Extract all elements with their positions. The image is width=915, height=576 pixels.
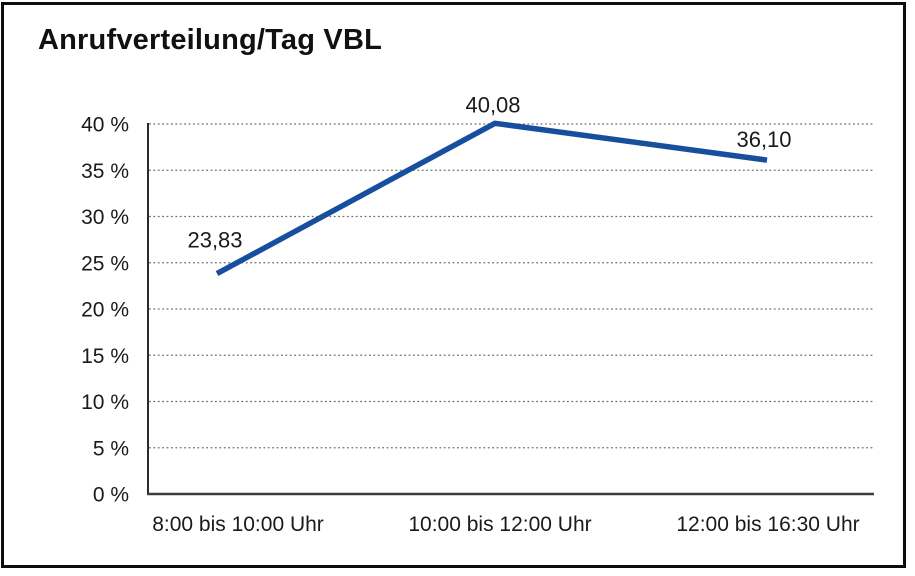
y-tick-label: 25 % bbox=[81, 252, 129, 275]
x-category-label: 10:00 bis 12:00 Uhr bbox=[408, 513, 591, 536]
y-tick-label: 30 % bbox=[81, 206, 129, 229]
chart-title: Anrufverteilung/Tag VBL bbox=[38, 24, 383, 56]
y-tick-label: 10 % bbox=[81, 391, 129, 414]
data-point-label: 36,10 bbox=[736, 127, 791, 152]
data-series-line bbox=[215, 120, 768, 277]
x-category-label: 12:00 bis 16:30 Uhr bbox=[676, 513, 859, 536]
y-tick-label: 20 % bbox=[81, 299, 129, 322]
y-tick-label: 5 % bbox=[93, 437, 129, 460]
y-tick-label: 40 % bbox=[81, 114, 129, 137]
data-point-label: 23,83 bbox=[187, 228, 242, 253]
y-tick-label: 0 % bbox=[93, 484, 129, 507]
data-point-label: 40,08 bbox=[465, 92, 520, 117]
y-tick-label: 35 % bbox=[81, 160, 129, 183]
x-category-label: 8:00 bis 10:00 Uhr bbox=[152, 513, 324, 536]
y-tick-label: 15 % bbox=[81, 345, 129, 368]
